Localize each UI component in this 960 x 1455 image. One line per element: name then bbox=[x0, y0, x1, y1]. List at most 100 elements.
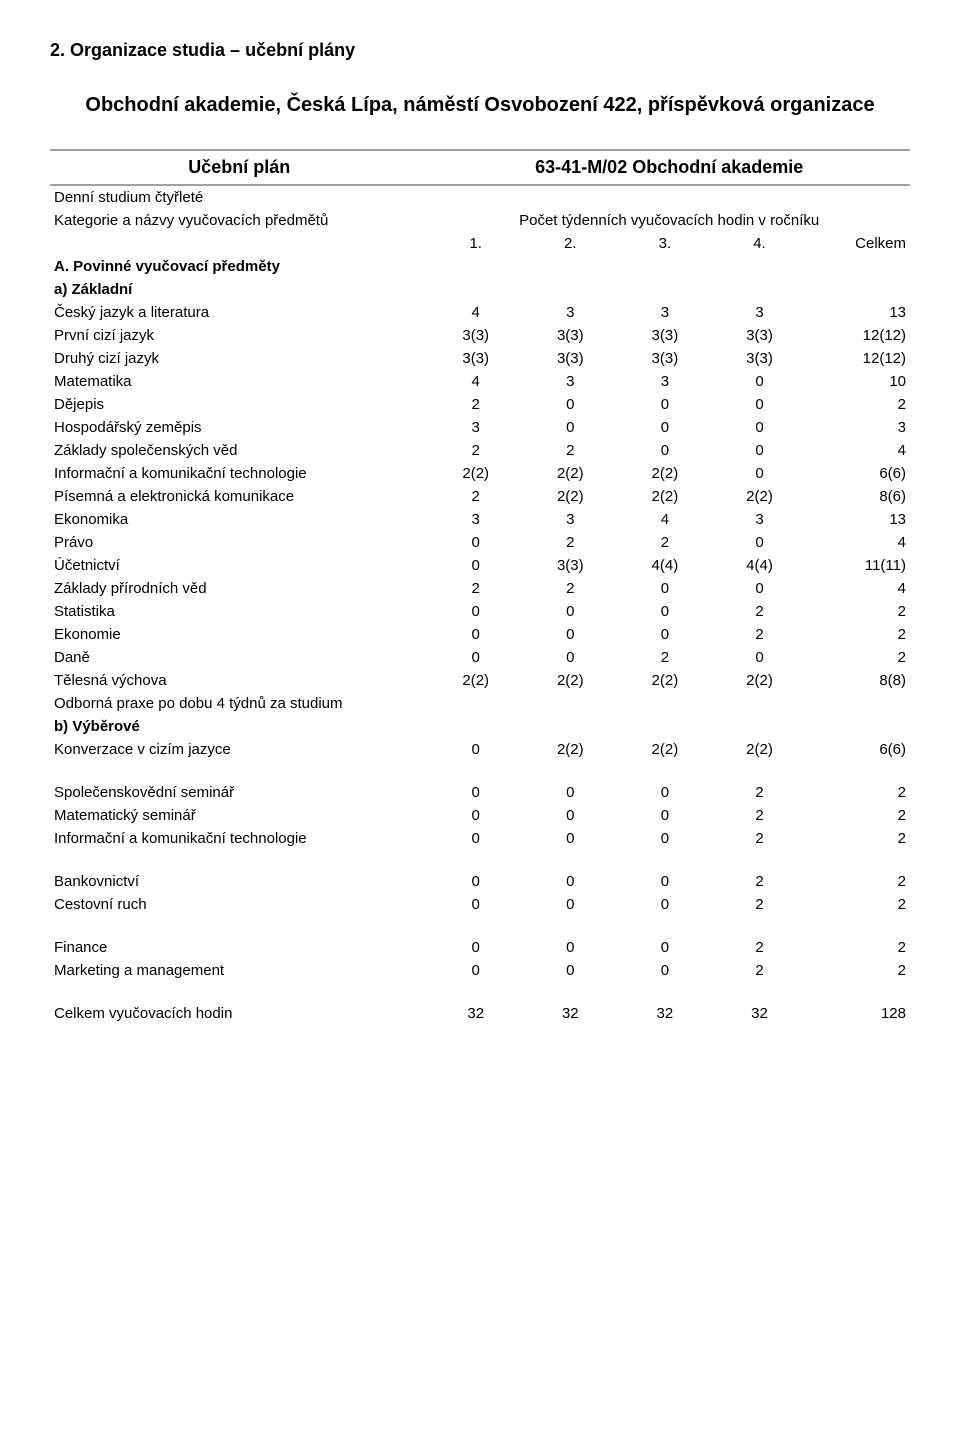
cell: 4 bbox=[807, 577, 910, 600]
cell: 0 bbox=[428, 959, 523, 982]
subject-name: Hospodářský zeměpis bbox=[50, 416, 428, 439]
subject-name: Základy společenských věd bbox=[50, 439, 428, 462]
elective-row: Marketing a management00022 bbox=[50, 959, 910, 982]
subject-name: Daně bbox=[50, 646, 428, 669]
cell: 10 bbox=[807, 370, 910, 393]
elective-row: Informační a komunikační technologie0002… bbox=[50, 827, 910, 850]
subject-row: Základy společenských věd22004 bbox=[50, 439, 910, 462]
cell: 3 bbox=[807, 416, 910, 439]
cell: 3 bbox=[523, 370, 618, 393]
cell: 2 bbox=[807, 827, 910, 850]
subject-row: Písemná a elektronická komunikace2 2(2)2(… bbox=[50, 485, 910, 508]
cell: 2 bbox=[428, 393, 523, 416]
cell: 0 bbox=[428, 870, 523, 893]
cell: 0 bbox=[523, 393, 618, 416]
cell: 0 bbox=[523, 623, 618, 646]
subject-row: Účetnictví03(3)4(4)4(4)11(11) bbox=[50, 554, 910, 577]
cell: 0 bbox=[618, 439, 713, 462]
cell: 0 bbox=[523, 959, 618, 982]
cell: 2 bbox=[618, 531, 713, 554]
cell: 32 bbox=[712, 1002, 807, 1025]
cell: 2 bbox=[807, 870, 910, 893]
spacer bbox=[50, 916, 910, 936]
table-row: b) Výběrové bbox=[50, 715, 910, 738]
plan-row: Učební plán 63-41-M/02 Obchodní akademie bbox=[50, 150, 910, 185]
cell: 2 bbox=[712, 936, 807, 959]
cell: 2 bbox=[428, 577, 523, 600]
cell: 2 bbox=[807, 623, 910, 646]
cell: 0 bbox=[428, 827, 523, 850]
cell: 4 bbox=[428, 301, 523, 324]
cell: 4 bbox=[428, 370, 523, 393]
cell: 0 bbox=[428, 804, 523, 827]
subject-row: Český jazyk a literatura433313 bbox=[50, 301, 910, 324]
cell: 13 bbox=[807, 301, 910, 324]
subject-row: Ekonomika334313 bbox=[50, 508, 910, 531]
cell: 2 bbox=[712, 870, 807, 893]
cell: 3 bbox=[618, 301, 713, 324]
plan-code: 63-41-M/02 Obchodní akademie bbox=[428, 150, 910, 185]
cell: 0 bbox=[712, 370, 807, 393]
subject-row: Tělesná výchova2(2)2(2)2(2)2(2)8(8) bbox=[50, 669, 910, 692]
cell: 0 bbox=[428, 646, 523, 669]
cell: 0 bbox=[523, 416, 618, 439]
cell: 0 bbox=[428, 893, 523, 916]
cell: 0 bbox=[712, 646, 807, 669]
cell: 2(2) bbox=[712, 485, 807, 508]
cell: 2(2) bbox=[618, 485, 713, 508]
cell: 12(12) bbox=[807, 324, 910, 347]
cell: 2 bbox=[807, 893, 910, 916]
cell: 6(6) bbox=[807, 738, 910, 761]
subject-row: Dějepis20002 bbox=[50, 393, 910, 416]
cell: 2 bbox=[712, 893, 807, 916]
cell: 2(2) bbox=[428, 462, 523, 485]
subject-row: Ekonomie00022 bbox=[50, 623, 910, 646]
elective-row: Bankovnictví00022 bbox=[50, 870, 910, 893]
year-header: 1. bbox=[428, 232, 523, 255]
study-type: Denní studium čtyřleté bbox=[50, 185, 428, 209]
cell: 4 bbox=[807, 439, 910, 462]
cell: 3(3) bbox=[523, 347, 618, 370]
cell: 2 bbox=[428, 485, 523, 508]
table-row: Denní studium čtyřleté bbox=[50, 185, 910, 209]
cell: 0 bbox=[712, 416, 807, 439]
cell: 3 bbox=[712, 301, 807, 324]
subject-name: Matematický seminář bbox=[50, 804, 428, 827]
cell: 12(12) bbox=[807, 347, 910, 370]
cell: 2 bbox=[712, 781, 807, 804]
cell: 2(2) bbox=[712, 669, 807, 692]
cell: 0 bbox=[618, 893, 713, 916]
cell: 0 bbox=[618, 600, 713, 623]
cell: 2(2) bbox=[712, 738, 807, 761]
cell: 2(2) bbox=[523, 462, 618, 485]
cell: 2 bbox=[807, 646, 910, 669]
cell: 3(3) bbox=[428, 347, 523, 370]
cell: 0 bbox=[428, 936, 523, 959]
cell: 2 bbox=[523, 531, 618, 554]
cell: 2 bbox=[523, 439, 618, 462]
cell: 2 bbox=[712, 623, 807, 646]
cell: 2 bbox=[807, 804, 910, 827]
table-row: A. Povinné vyučovací předměty bbox=[50, 255, 910, 278]
cell: 13 bbox=[807, 508, 910, 531]
subject-name: Základy přírodních věd bbox=[50, 577, 428, 600]
cell: 3(3) bbox=[712, 347, 807, 370]
subject-row: Základy přírodních věd22004 bbox=[50, 577, 910, 600]
subject-name: Bankovnictví bbox=[50, 870, 428, 893]
cell: 4 bbox=[807, 531, 910, 554]
cell: 3(3) bbox=[618, 347, 713, 370]
subject-name: Ekonomie bbox=[50, 623, 428, 646]
cell: 0 bbox=[712, 393, 807, 416]
table-row: Odborná praxe po dobu 4 týdnů za studium bbox=[50, 692, 910, 715]
year-header: 4. bbox=[712, 232, 807, 255]
subject-name: Tělesná výchova bbox=[50, 669, 428, 692]
subject-row: Informační a komunikační technologie2(2)… bbox=[50, 462, 910, 485]
cell: 0 bbox=[523, 870, 618, 893]
hours-label: Počet týdenních vyučovacích hodin v ročn… bbox=[428, 209, 910, 232]
subject-name: Informační a komunikační technologie bbox=[50, 827, 428, 850]
cell: 0 bbox=[712, 531, 807, 554]
cell: 0 bbox=[618, 936, 713, 959]
subject-row: Hospodářský zeměpis30003 bbox=[50, 416, 910, 439]
subject-name: Písemná a elektronická komunikace bbox=[50, 485, 428, 508]
subject-name: Český jazyk a literatura bbox=[50, 301, 428, 324]
